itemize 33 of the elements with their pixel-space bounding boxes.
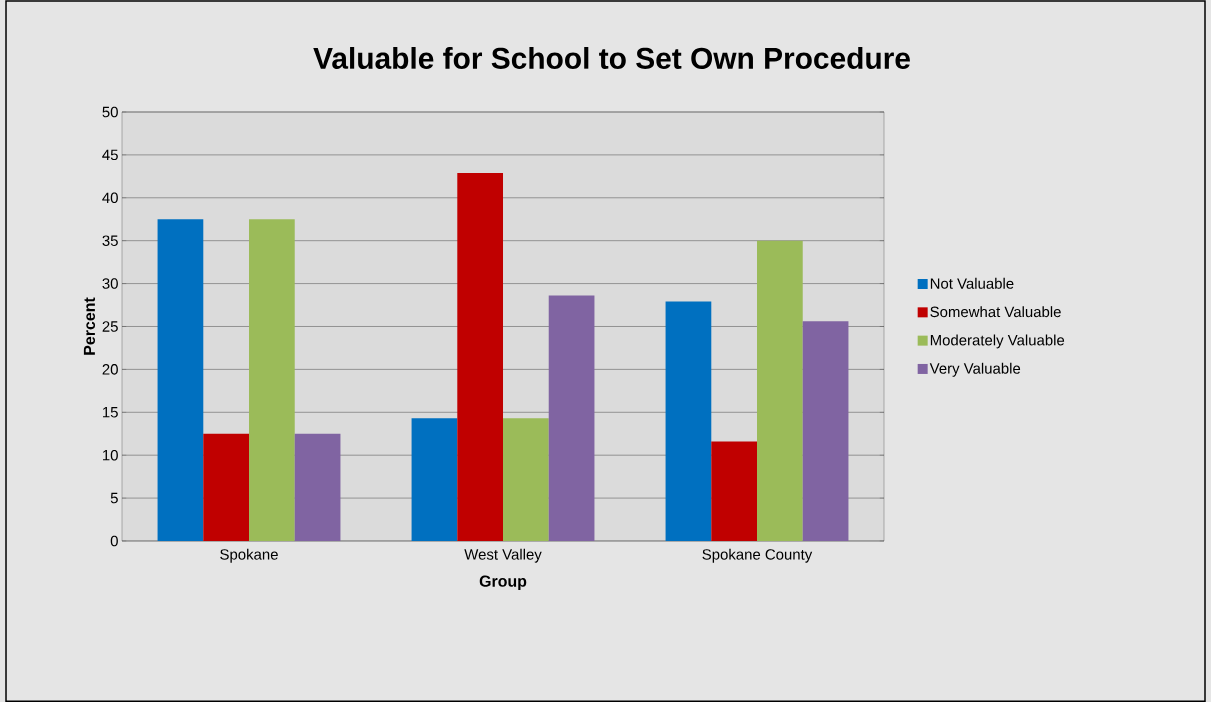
y-tick-label: 30 (102, 278, 118, 289)
y-tick-label: 5 (110, 492, 118, 504)
y-tick-label: 20 (102, 364, 118, 375)
x-tick-label: West Valley (464, 548, 542, 563)
bar (249, 219, 295, 541)
y-tick-label: 40 (102, 192, 118, 204)
y-tick-label: 35 (102, 235, 118, 246)
y-tick-label: 0 (110, 535, 118, 547)
bar (294, 433, 341, 541)
y-tick-label: 45 (102, 149, 118, 161)
y-tick-label: 15 (103, 407, 118, 418)
bar (665, 301, 712, 541)
y-tick-label: 25 (102, 321, 118, 332)
x-tick-label: Spokane County (702, 548, 813, 563)
bar (802, 321, 849, 541)
x-axis-title: Group (479, 575, 527, 590)
legend-label: Moderately Valuable (930, 334, 1065, 349)
bar (411, 418, 458, 541)
bar (457, 172, 504, 541)
bar (157, 219, 204, 541)
legend-label: Somewhat Valuable (930, 306, 1061, 318)
legend-label: Very Valuable (929, 362, 1021, 377)
bar (503, 418, 549, 541)
bar (757, 240, 803, 541)
legend-label: Not Valuable (930, 277, 1014, 289)
bar (711, 441, 758, 541)
chart-title: Valuable for School to Set Own Procedure (313, 47, 910, 69)
bar (203, 433, 250, 541)
y-axis-title: Percent (83, 297, 96, 355)
x-tick-label: Spokane (220, 548, 278, 563)
y-tick-label: 10 (103, 449, 118, 461)
y-tick-label: 50 (102, 106, 118, 118)
bar (548, 295, 595, 541)
